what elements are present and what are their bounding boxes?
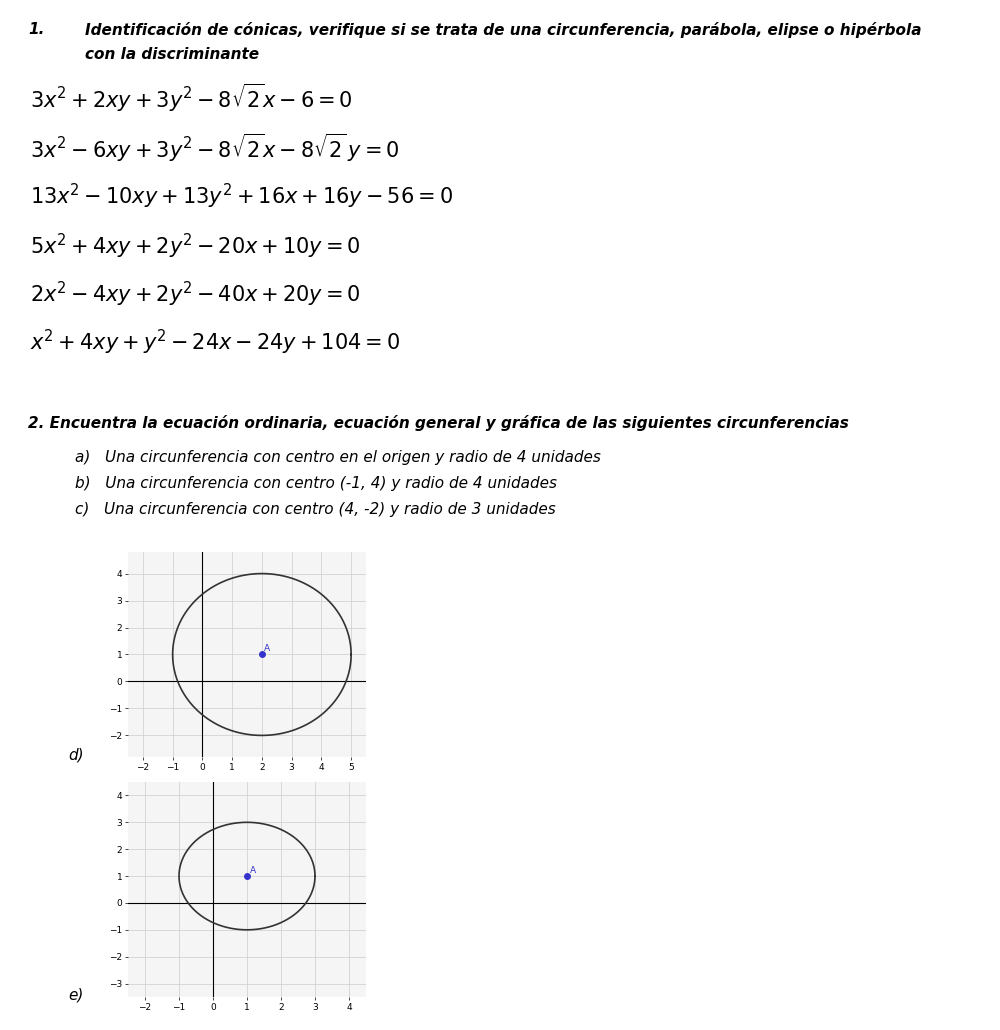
Text: A: A [250, 866, 256, 874]
Text: e): e) [68, 987, 83, 1002]
Text: $x^2 + 4xy + y^2 - 24x - 24y + 104 = 0$: $x^2 + 4xy + y^2 - 24x - 24y + 104 = 0$ [30, 328, 400, 357]
Text: a)   Una circunferencia con centro en el origen y radio de 4 unidades: a) Una circunferencia con centro en el o… [75, 450, 601, 465]
Text: $13x^2 - 10xy + 13y^2 + 16x + 16y - 56 = 0$: $13x^2 - 10xy + 13y^2 + 16x + 16y - 56 =… [30, 182, 453, 211]
Text: Identificación de cónicas, verifique si se trata de una circunferencia, parábola: Identificación de cónicas, verifique si … [85, 22, 922, 38]
Text: 1.: 1. [28, 22, 44, 37]
Text: $2x^2 - 4xy + 2y^2 - 40x + 20y = 0$: $2x^2 - 4xy + 2y^2 - 40x + 20y = 0$ [30, 280, 361, 309]
Text: $3x^2 + 2xy + 3y^2 - 8\sqrt{2}x - 6 = 0$: $3x^2 + 2xy + 3y^2 - 8\sqrt{2}x - 6 = 0$ [30, 82, 353, 114]
Text: A: A [264, 644, 270, 653]
Text: con la discriminante: con la discriminante [85, 47, 259, 62]
Text: b)   Una circunferencia con centro (-1, 4) y radio de 4 unidades: b) Una circunferencia con centro (-1, 4)… [75, 476, 557, 491]
Text: d): d) [68, 747, 84, 762]
Text: $5x^2 + 4xy + 2y^2 - 20x + 10y = 0$: $5x^2 + 4xy + 2y^2 - 20x + 10y = 0$ [30, 232, 361, 262]
Text: c)   Una circunferencia con centro (4, -2) y radio de 3 unidades: c) Una circunferencia con centro (4, -2)… [75, 502, 556, 517]
Text: 2. Encuentra la ecuación ordinaria, ecuación general y gráfica de las siguientes: 2. Encuentra la ecuación ordinaria, ecua… [28, 415, 849, 431]
Text: $3x^2 - 6xy + 3y^2 - 8\sqrt{2}x - 8\sqrt{2}\, y = 0$: $3x^2 - 6xy + 3y^2 - 8\sqrt{2}x - 8\sqrt… [30, 132, 399, 164]
